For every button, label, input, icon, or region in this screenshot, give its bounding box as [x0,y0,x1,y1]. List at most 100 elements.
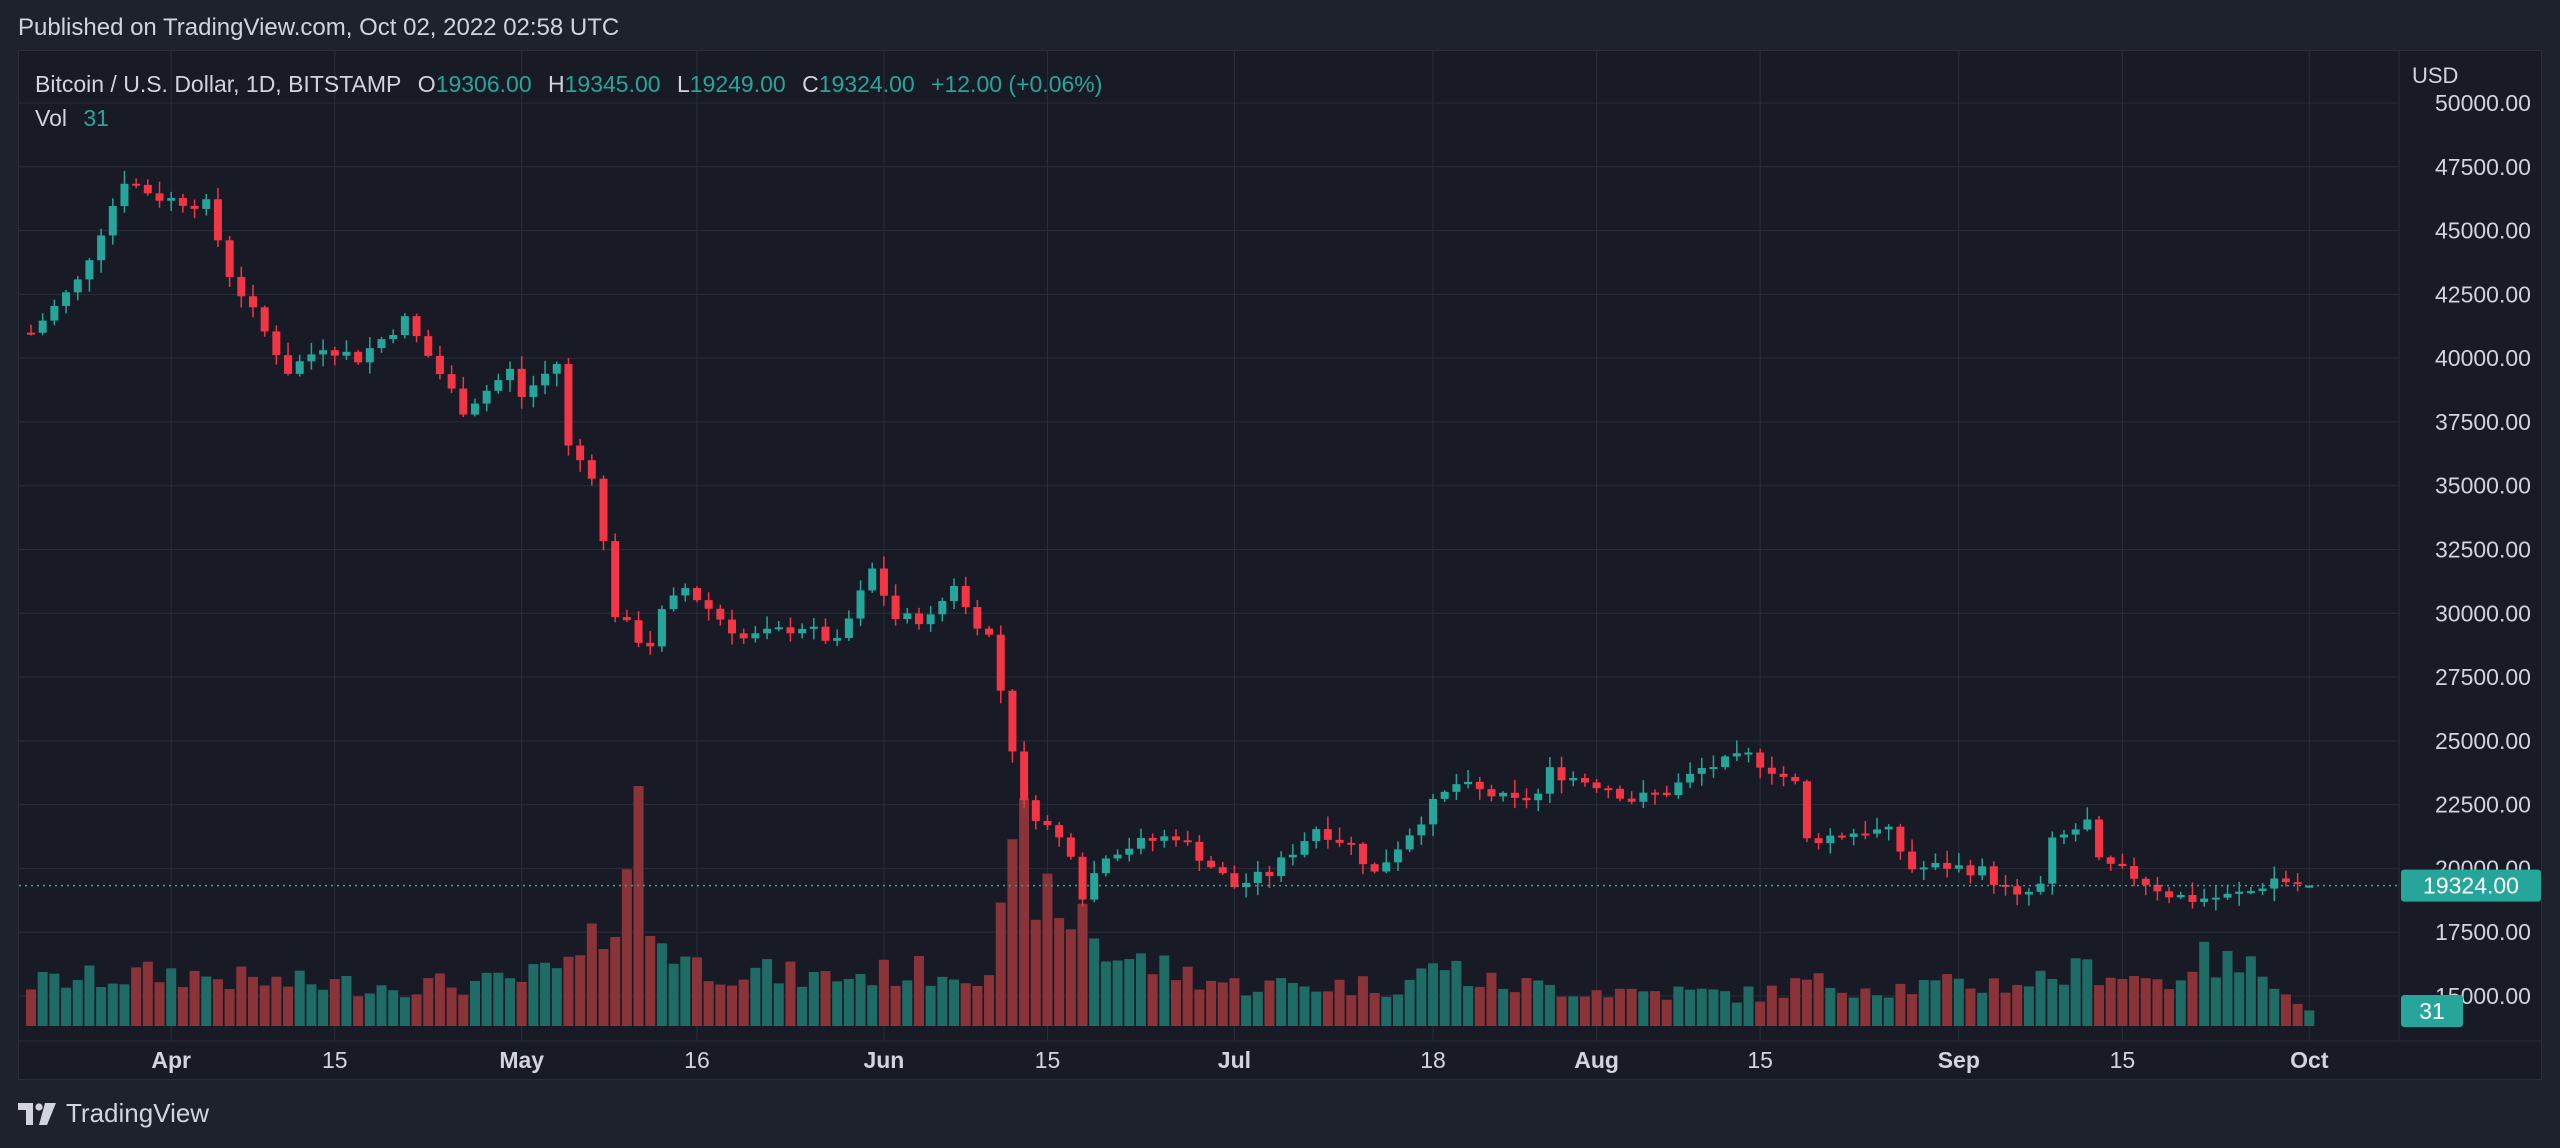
volume-bar [551,968,562,1026]
volume-bar [1439,970,1450,1026]
volume-bar [540,962,551,1026]
volume-bar [1030,919,1041,1026]
volume-bar [49,973,60,1026]
volume-bar [1077,903,1088,1026]
volume-bar [1872,995,1883,1026]
close-label: C [802,71,819,97]
volume-bar [1135,953,1146,1026]
volume-bar [318,989,329,1026]
currency-label[interactable]: USD [2412,63,2459,88]
candle-body [1837,835,1846,838]
candle-body [1020,751,1029,801]
volume-bar [2280,994,2291,1026]
volume-bar [2245,956,2256,1026]
volume-bar [797,986,808,1026]
candle-body [1721,756,1730,768]
candle-body [2095,819,2104,858]
volume-bar [1509,992,1520,1026]
volume-bar [1065,929,1076,1026]
volume-bar [1334,979,1345,1026]
candle-body [1066,837,1075,857]
candle-body [1896,826,1905,852]
published-caption: Published on TradingView.com, Oct 02, 20… [18,14,620,41]
volume-bar [1007,839,1018,1026]
volume-bar [984,975,995,1026]
volume-bar [1381,996,1392,1026]
symbol-title[interactable]: Bitcoin / U.S. Dollar, 1D, BITSTAMP [35,71,402,97]
price-tick-label: 47500.00 [2435,154,2531,180]
volume-bar [820,971,831,1026]
volume-bar [1696,988,1707,1026]
price-markers: 19324.00 31 [19,869,2541,1027]
candle-body [248,296,257,308]
volume-bar [1907,994,1918,1026]
candle-body [27,332,35,335]
candles [27,170,2314,911]
volume-bar [2082,959,2093,1026]
candle-body [1125,848,1134,855]
volume-bar [37,971,48,1026]
time-tick-label: Jun [863,1047,904,1073]
candle-body [1242,882,1251,888]
volume-bar [458,994,469,1026]
candle-body [2153,884,2162,892]
time-axis: Apr 15 May 16 Jun 15 Jul 18 Aug 15 Sep 15 Oct [151,1047,2328,1073]
volume-bar [1229,978,1240,1026]
candle-body [1031,800,1040,821]
candle-body [786,627,795,634]
candle-body [213,199,222,241]
chart-pane[interactable]: 50000.00 47500.00 45000.00 42500.00 40000.00… [18,50,2542,1080]
volume-bar [1813,973,1824,1026]
volume-bar [902,980,913,1026]
candle-body [1429,798,1438,825]
time-tick-label: Apr [151,1047,191,1073]
candle-body [1323,829,1332,840]
candle-body [38,320,47,333]
volume-label[interactable]: Vol [35,105,67,131]
candle-body [2211,897,2220,900]
candle-body [470,403,479,415]
candle-body [120,183,129,207]
volume-bar [1544,984,1555,1026]
volume-bar [2152,979,2163,1026]
tradingview-footer[interactable]: TradingView [18,1098,209,1129]
volume-bar [691,957,702,1026]
volume-bar [2210,977,2221,1026]
candle-body [961,585,970,608]
volume-bar [1463,986,1474,1026]
candle-body [2258,888,2267,892]
volume-bar [1521,978,1532,1026]
volume-bar [505,978,516,1026]
candle-body [319,350,328,355]
time-tick-label: 16 [684,1047,710,1073]
volume-bar [1194,989,1205,1026]
volume-bar [131,967,142,1026]
volume-bar [575,955,586,1026]
volume-bar [177,986,188,1026]
candle-body [1756,752,1765,768]
volume-bar [271,976,282,1026]
candle-body [1943,862,1952,869]
volume-bar [399,997,410,1026]
candle-body [1230,873,1239,888]
volume-bar [2292,1003,2303,1026]
candle-body [155,193,164,201]
candle-body [1779,773,1788,777]
price-tick-label: 27500.00 [2435,664,2531,690]
candle-body [1043,820,1052,826]
volume-bar [1591,990,1602,1026]
candle-body [1861,833,1870,836]
volume-bar [1474,986,1485,1026]
candle-body [1826,835,1835,844]
candle-body [2176,894,2185,898]
volume-bar [598,949,609,1026]
candle-body [2293,882,2302,885]
volume-bar [1603,997,1614,1026]
volume-bar [26,989,36,1026]
candlestick-chart[interactable]: 50000.00 47500.00 45000.00 42500.00 40000.00… [19,51,2541,1079]
candle-body [2188,894,2197,902]
time-tick-label: 15 [322,1047,348,1073]
candle-body [1452,784,1461,792]
volume-bar [1498,988,1509,1026]
candle-body [751,633,760,639]
